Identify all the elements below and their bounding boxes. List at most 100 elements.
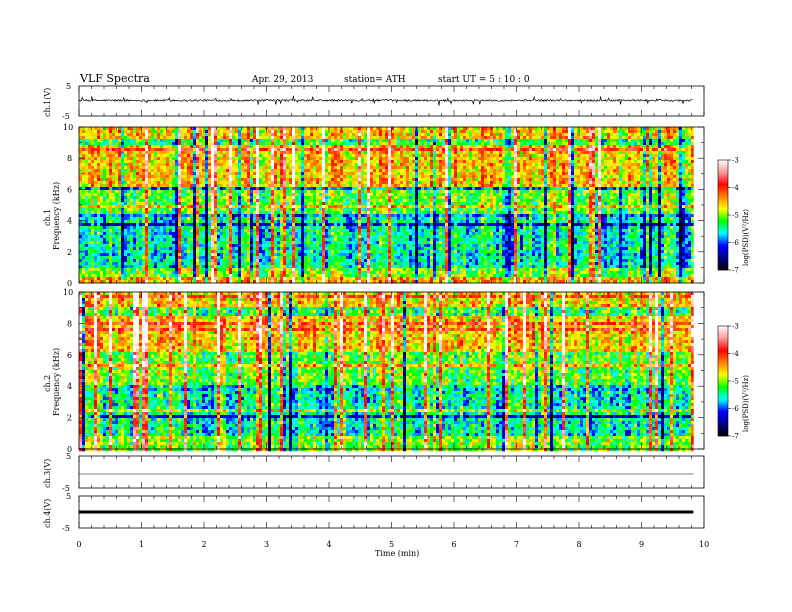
spectrogram-cell <box>166 229 170 233</box>
spectrogram-cell <box>259 130 263 134</box>
spectrogram-cell <box>172 220 176 224</box>
spectrogram-cell <box>271 268 275 272</box>
spectrogram-cell <box>307 268 311 272</box>
spectrogram-cell <box>322 259 326 263</box>
spectrogram-cell <box>340 169 344 173</box>
spectrogram-cell <box>118 205 122 209</box>
spectrogram-cell <box>130 154 134 158</box>
spectrogram-cell <box>181 226 185 230</box>
spectrogram-cell <box>277 229 281 233</box>
spectrogram-cell <box>298 136 302 140</box>
spectrogram-cell <box>277 178 281 182</box>
spectrogram-cell <box>265 190 269 194</box>
spectrogram-cell <box>121 262 125 266</box>
spectrogram-cell <box>199 169 203 173</box>
spectrogram-cell <box>331 133 335 137</box>
spectrogram-cell <box>118 133 122 137</box>
spectrogram-cell <box>265 274 269 278</box>
spectrogram-cell <box>259 271 263 275</box>
spectrogram-cell <box>187 250 191 254</box>
spectrogram-cell <box>319 244 323 248</box>
spectrogram-cell <box>352 226 356 230</box>
spectrogram-cell <box>349 127 353 131</box>
spectrogram-cell <box>193 172 197 176</box>
spectrogram-cell <box>148 187 152 191</box>
spectrogram-cell <box>235 235 239 239</box>
spectrogram-cell <box>133 136 137 140</box>
spectrogram-cell <box>280 148 284 152</box>
spectrogram-cell <box>211 259 215 263</box>
spectrogram-cell <box>268 142 272 146</box>
spectrogram-cell <box>322 172 326 176</box>
spectrogram-cell <box>328 157 332 161</box>
spectrogram-cell <box>130 217 134 221</box>
spectrogram-cell <box>328 274 332 278</box>
spectrogram-cell <box>319 148 323 152</box>
spectrogram-cell <box>313 262 317 266</box>
spectrogram-cell <box>226 247 230 251</box>
spectrogram-cell <box>124 190 128 194</box>
spectrogram-cell <box>226 163 230 167</box>
spectrogram-cell <box>262 139 266 143</box>
spectrogram-cell <box>130 235 134 239</box>
spectrogram-cell <box>268 181 272 185</box>
spectrogram-cell <box>307 220 311 224</box>
spectrogram-cell <box>358 265 362 269</box>
spectrogram-cell <box>85 217 89 221</box>
spectrogram-cell <box>139 256 143 260</box>
spectrogram-cell <box>343 208 347 212</box>
spectrogram-cell <box>346 247 350 251</box>
spectrogram-cell <box>244 148 248 152</box>
spectrogram-cell <box>187 193 191 197</box>
spectrogram-cell <box>199 214 203 218</box>
spectrogram-cell <box>118 229 122 233</box>
spectrogram-cell <box>130 256 134 260</box>
spectrogram-cell <box>274 163 278 167</box>
spectrogram-cell <box>139 154 143 158</box>
spectrogram-cell <box>334 199 338 203</box>
spectrogram-cell <box>241 127 245 131</box>
spectrogram-cell <box>97 247 101 251</box>
spectrogram-cell <box>148 178 152 182</box>
spectrogram-cell <box>337 277 341 281</box>
spectrogram-cell <box>196 226 200 230</box>
spectrogram-cell <box>268 268 272 272</box>
spectrogram-cell <box>148 217 152 221</box>
spectrogram-cell <box>316 244 320 248</box>
spectrogram-cell <box>133 169 137 173</box>
spectrogram-cell <box>322 271 326 275</box>
spectrogram-cell <box>196 208 200 212</box>
spectrogram-cell <box>106 259 110 263</box>
spectrogram-cell <box>310 229 314 233</box>
spectrogram-cell <box>259 157 263 161</box>
spectrogram-cell <box>139 148 143 152</box>
spectrogram-cell <box>172 214 176 218</box>
spectrogram-cell <box>349 238 353 242</box>
spectrogram-cell <box>286 256 290 260</box>
spectrogram-cell <box>298 226 302 230</box>
spectrogram-cell <box>151 211 155 215</box>
spectrogram-cell <box>286 181 290 185</box>
spectrogram-cell <box>310 244 314 248</box>
spectrogram-cell <box>262 235 266 239</box>
spectrogram-cell <box>349 268 353 272</box>
spectrogram-cell <box>265 139 269 143</box>
spectrogram-cell <box>205 253 209 257</box>
spectrogram-cell <box>199 280 203 284</box>
spectrogram-cell <box>343 172 347 176</box>
spectrogram-cell <box>232 214 236 218</box>
spectrogram-cell <box>250 229 254 233</box>
spectrogram-cell <box>280 265 284 269</box>
spectrogram-cell <box>241 247 245 251</box>
spectrogram-cell <box>355 247 359 251</box>
spectrogram-cell <box>295 265 299 269</box>
spectrogram-cell <box>292 277 296 281</box>
spectrogram-cell <box>220 154 224 158</box>
spectrogram-cell <box>217 211 221 215</box>
spectrogram-cell <box>235 193 239 197</box>
spectrogram-cell <box>79 154 83 158</box>
spectrogram-cell <box>139 205 143 209</box>
spectrogram-cell <box>319 265 323 269</box>
spectrogram-cell <box>160 175 164 179</box>
spectrogram-cell <box>328 196 332 200</box>
